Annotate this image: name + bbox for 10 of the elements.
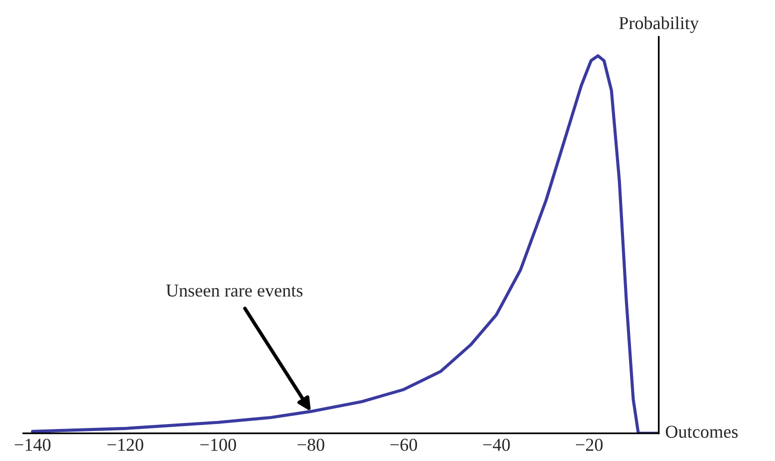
x-tick-label: −100 [200,438,236,451]
x-tick-label: −20 [576,438,603,451]
annotation: Unseen rare events [166,284,302,297]
x-tick-label: −140 [14,438,50,451]
x-tick-label: −60 [390,438,418,451]
y-axis-title: Probability [619,16,699,33]
x-tick-label: −80 [298,438,324,451]
x-tick-label: −120 [108,438,144,451]
x-axis-title: Outcomes [666,426,738,438]
x-tick-label: −40 [483,438,510,451]
